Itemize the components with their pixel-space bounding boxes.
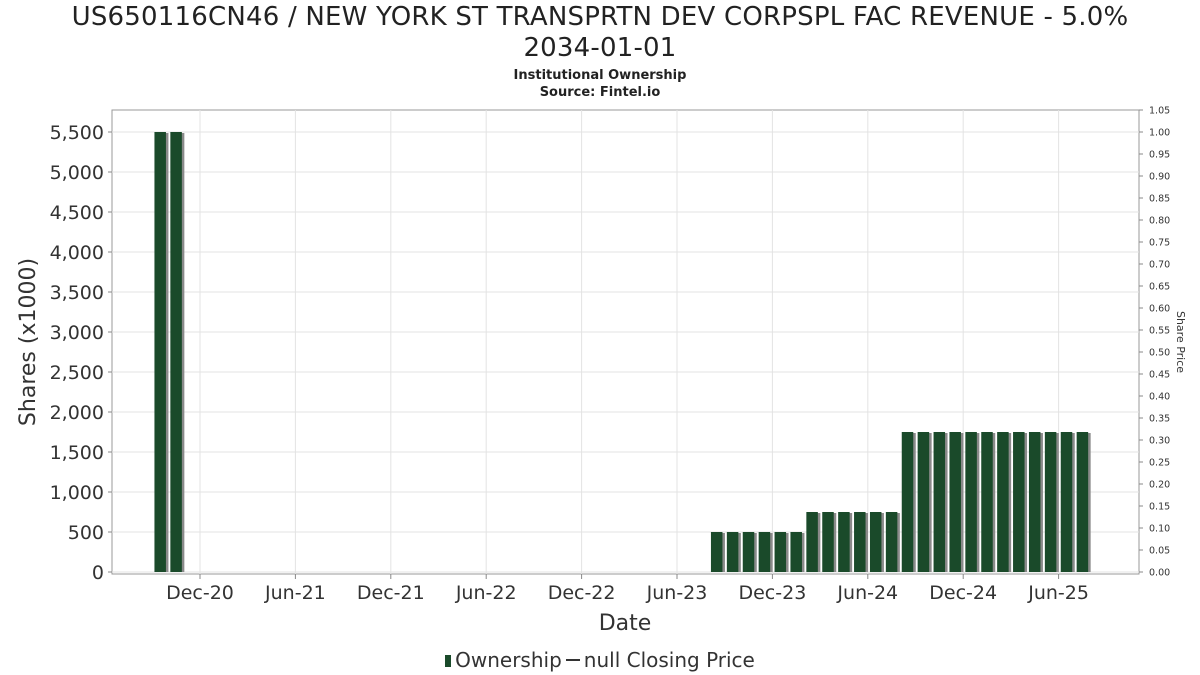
- x-axis-ticks: Dec-20 Jun-21 Dec-21 Jun-22 Dec-22 Jun-23 Dec-…: [166, 574, 1089, 604]
- chart-title: US650116CN46 / NEW YORK ST TRANSPRTN DEV…: [0, 2, 1200, 64]
- y2-tick-label: 0.40: [1149, 392, 1170, 403]
- ownership-bar: [774, 532, 787, 572]
- chart-title-line1: US650116CN46 / NEW YORK ST TRANSPRTN DEV…: [71, 2, 1129, 32]
- ownership-bar: [1076, 432, 1089, 572]
- legend: Ownership null Closing Price: [0, 648, 1200, 672]
- ownership-bar: [917, 432, 930, 572]
- y-tick-label: 5,000: [50, 162, 104, 184]
- ownership-bar: [790, 532, 802, 572]
- x-tick-label: Jun-22: [455, 582, 517, 604]
- ownership-bar: [885, 512, 898, 572]
- legend-item-ownership: Ownership: [455, 648, 562, 672]
- x-tick-label: Jun-23: [646, 582, 708, 604]
- x-tick-label: Jun-21: [264, 582, 326, 604]
- bars-group: [154, 132, 1091, 572]
- y2-tick-label: 0.15: [1149, 502, 1170, 513]
- ownership-bar: [1044, 432, 1057, 572]
- x-tick-label: Dec-20: [166, 582, 234, 604]
- y2-axis-ticks: 0.00 0.05 0.10 0.15 0.20 0.25 0.30 0.35 0.40 0.45…: [1139, 106, 1170, 579]
- ownership-bar: [1013, 432, 1025, 572]
- y-tick-label: 0: [92, 562, 104, 584]
- ownership-bar: [901, 432, 914, 572]
- ownership-bar: [997, 432, 1009, 572]
- y-axis-label: Shares (x1000): [16, 258, 41, 426]
- y2-tick-label: 0.55: [1149, 326, 1170, 337]
- y-tick-label: 500: [68, 522, 104, 544]
- y2-tick-label: 0.45: [1149, 370, 1170, 381]
- y2-tick-label: 0.95: [1149, 150, 1170, 161]
- legend-item-closing-price: null Closing Price: [583, 648, 755, 672]
- closing-price-legend-line: [565, 659, 580, 661]
- y-tick-label: 1,000: [50, 482, 104, 504]
- y-tick-label: 4,500: [50, 202, 104, 224]
- y2-tick-label: 1.05: [1149, 106, 1170, 117]
- chart-subtitle: Institutional Ownership: [513, 68, 687, 83]
- y-tick-label: 1,500: [50, 442, 104, 464]
- ownership-bar: [1028, 432, 1041, 572]
- chart-source: Source: Fintel.io: [539, 85, 661, 100]
- x-tick-label: Dec-23: [738, 582, 806, 604]
- y-tick-label: 2,500: [50, 362, 104, 384]
- y2-tick-label: 0.60: [1149, 304, 1170, 315]
- x-tick-label: Dec-22: [548, 582, 616, 604]
- ownership-bar: [726, 532, 739, 572]
- ownership-legend-swatch: [445, 655, 452, 667]
- chart-title-line2: 2034-01-01: [523, 33, 677, 63]
- x-tick-label: Dec-21: [357, 582, 425, 604]
- y-axis-ticks: 0 500 1,000 1,500 2,000 2,500 3,000 3,500 4,000 4…: [50, 122, 112, 584]
- y-tick-label: 2,000: [50, 402, 104, 424]
- y2-tick-label: 0.80: [1149, 216, 1170, 227]
- ownership-bar: [965, 432, 977, 572]
- x-tick-label: Jun-25: [1027, 582, 1089, 604]
- ownership-bar: [806, 512, 818, 572]
- ownership-bar: [981, 432, 993, 572]
- y2-tick-label: 0.30: [1149, 436, 1170, 447]
- y2-tick-label: 0.20: [1149, 480, 1170, 491]
- y-tick-label: 5,500: [50, 122, 104, 144]
- y2-tick-label: 0.70: [1149, 260, 1170, 271]
- y2-tick-label: 0.25: [1149, 458, 1170, 469]
- ownership-bar: [1060, 432, 1073, 572]
- ownership-bar: [822, 512, 834, 572]
- y2-tick-label: 0.00: [1149, 568, 1170, 579]
- ownership-bar: [869, 512, 882, 572]
- y2-tick-label: 1.00: [1149, 128, 1170, 139]
- ownership-bar: [742, 532, 755, 572]
- x-tick-label: Dec-24: [929, 582, 997, 604]
- ownership-bar: [949, 432, 961, 572]
- y2-tick-label: 0.90: [1149, 172, 1170, 183]
- y2-axis-label: Share Price: [1174, 311, 1187, 373]
- x-axis-label: Date: [599, 611, 652, 636]
- ownership-bar: [758, 532, 771, 572]
- ownership-bar: [170, 132, 182, 572]
- y2-tick-label: 0.65: [1149, 282, 1170, 293]
- ownership-bar: [933, 432, 946, 572]
- ownership-bar: [154, 132, 166, 572]
- ownership-bar: [838, 512, 850, 572]
- y2-tick-label: 0.10: [1149, 524, 1170, 535]
- y2-tick-label: 0.75: [1149, 238, 1170, 249]
- y2-tick-label: 0.85: [1149, 194, 1170, 205]
- y2-tick-label: 0.05: [1149, 546, 1170, 557]
- y-tick-label: 3,000: [50, 322, 104, 344]
- ownership-bar: [854, 512, 866, 572]
- y2-tick-label: 0.35: [1149, 414, 1170, 425]
- y2-tick-label: 0.50: [1149, 348, 1170, 359]
- y-tick-label: 4,000: [50, 242, 104, 264]
- y-tick-label: 3,500: [50, 282, 104, 304]
- ownership-bar: [710, 532, 723, 572]
- x-tick-label: Jun-24: [836, 582, 898, 604]
